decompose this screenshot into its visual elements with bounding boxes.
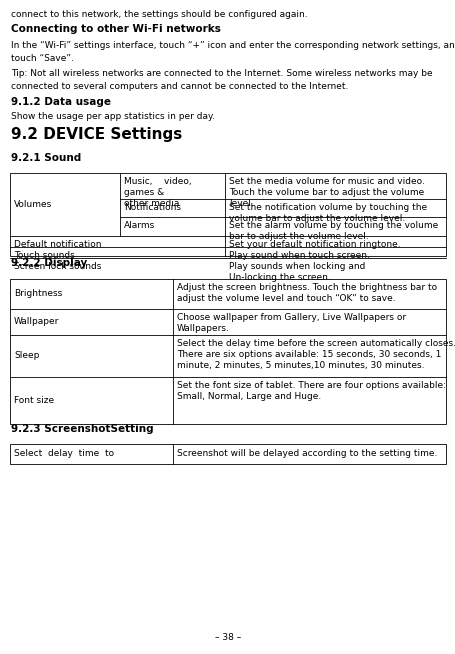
Text: adjust the volume level and touch “OK” to save.: adjust the volume level and touch “OK” t… (177, 294, 395, 303)
Text: – 38 –: – 38 – (214, 633, 241, 642)
Text: Play sounds when locking and: Play sounds when locking and (228, 262, 364, 271)
Text: Set the notification volume by touching the: Set the notification volume by touching … (228, 203, 426, 212)
Text: 9.1.2 Data usage: 9.1.2 Data usage (11, 97, 111, 107)
Text: Sleep: Sleep (14, 351, 39, 360)
Text: Wallpapers.: Wallpapers. (177, 324, 229, 333)
Bar (10, 444, 445, 464)
Text: Touch the volume bar to adjust the volume: Touch the volume bar to adjust the volum… (228, 188, 423, 197)
Text: In the “Wi-Fi” settings interface, touch “+” icon and enter the corresponding ne: In the “Wi-Fi” settings interface, touch… (11, 41, 455, 50)
Text: Tip: Not all wireless networks are connected to the Internet. Some wireless netw: Tip: Not all wireless networks are conne… (11, 69, 432, 78)
Text: Volumes: Volumes (14, 200, 52, 209)
Text: Screen lock sounds: Screen lock sounds (14, 262, 101, 271)
Text: 9.2 DEVICE Settings: 9.2 DEVICE Settings (11, 127, 182, 142)
Text: bar to adjust the volume level.: bar to adjust the volume level. (228, 232, 368, 241)
Text: Wallpaper: Wallpaper (14, 317, 59, 326)
Text: 9.2.1 Sound: 9.2.1 Sound (11, 153, 81, 163)
Text: Set the media volume for music and video.: Set the media volume for music and video… (228, 177, 424, 186)
Text: connect to this network, the settings should be configured again.: connect to this network, the settings sh… (11, 10, 307, 19)
Text: games &: games & (124, 188, 164, 197)
Text: Un-locking the screen.: Un-locking the screen. (228, 273, 330, 282)
Text: 9.2.3 ScreenshotSetting: 9.2.3 ScreenshotSetting (11, 424, 154, 434)
Bar (10, 279, 445, 424)
Text: Adjust the screen brightness. Touch the brightness bar to: Adjust the screen brightness. Touch the … (177, 283, 436, 292)
Text: There are six options available: 15 seconds, 30 seconds, 1: There are six options available: 15 seco… (177, 350, 440, 359)
Text: minute, 2 minutes, 5 minutes,10 minutes, 30 minutes.: minute, 2 minutes, 5 minutes,10 minutes,… (177, 361, 424, 370)
Text: Connecting to other Wi-Fi networks: Connecting to other Wi-Fi networks (11, 24, 221, 34)
Text: Set the alarm volume by touching the volume: Set the alarm volume by touching the vol… (228, 221, 437, 230)
Text: Set your default notification ringtone.: Set your default notification ringtone. (228, 240, 400, 249)
Text: Screenshot will be delayed according to the setting time.: Screenshot will be delayed according to … (177, 449, 436, 458)
Text: level.: level. (228, 199, 253, 208)
Bar (10, 173, 445, 256)
Text: connected to several computers and cannot be connected to the Internet.: connected to several computers and canno… (11, 82, 348, 91)
Text: 9.2.2 Display: 9.2.2 Display (11, 258, 87, 268)
Text: Choose wallpaper from Gallery, Live Wallpapers or: Choose wallpaper from Gallery, Live Wall… (177, 313, 405, 322)
Text: Default notification: Default notification (14, 240, 101, 249)
Text: Touch sounds: Touch sounds (14, 251, 75, 260)
Text: touch “Save”.: touch “Save”. (11, 54, 74, 63)
Text: other media: other media (124, 199, 179, 208)
Text: Notifications: Notifications (124, 203, 181, 212)
Text: volume bar to adjust the volume level.: volume bar to adjust the volume level. (228, 214, 404, 223)
Text: Font size: Font size (14, 396, 54, 405)
Text: Set the font size of tablet. There are four options available:: Set the font size of tablet. There are f… (177, 381, 445, 390)
Text: Play sound when touch screen.: Play sound when touch screen. (228, 251, 369, 260)
Text: Alarms: Alarms (124, 221, 155, 230)
Text: Select  delay  time  to: Select delay time to (14, 449, 114, 458)
Text: Music,    video,: Music, video, (124, 177, 191, 186)
Text: Small, Normal, Large and Huge.: Small, Normal, Large and Huge. (177, 392, 320, 401)
Text: Show the usage per app statistics in per day.: Show the usage per app statistics in per… (11, 112, 215, 121)
Text: Select the delay time before the screen automatically closes.: Select the delay time before the screen … (177, 339, 455, 348)
Text: Brightness: Brightness (14, 290, 62, 298)
